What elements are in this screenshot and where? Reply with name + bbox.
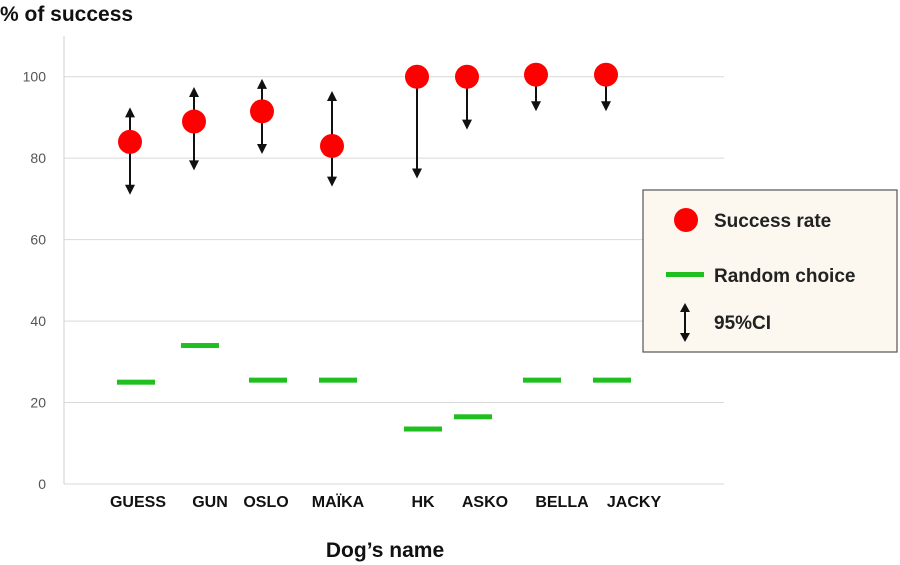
x-axis-title: Dog’s name — [326, 539, 444, 562]
legend-success-rate-label: Success rate — [714, 211, 831, 232]
y-axis-title: % of success — [0, 3, 133, 26]
random-choice-marker — [454, 414, 492, 420]
legend-ci-marker — [680, 303, 690, 342]
x-tick-label: GUN — [192, 494, 228, 511]
x-tick-label: MAÏKA — [312, 493, 365, 511]
random-choice-marker — [249, 377, 287, 383]
success-rate-point — [524, 62, 548, 87]
success-rate-point — [118, 129, 142, 154]
legend-random-choice-marker — [666, 272, 704, 277]
legend-ci-label: 95%CI — [714, 313, 771, 334]
y-tick-labels: 0 20 40 60 80 100 — [23, 69, 47, 492]
x-tick-label: OSLO — [243, 494, 288, 511]
success-rate-point — [405, 64, 429, 89]
y-tick-label: 80 — [30, 150, 46, 166]
confidence-interval-series — [125, 74, 611, 195]
grid-lines — [64, 76, 724, 485]
y-tick-label: 60 — [30, 232, 46, 248]
x-tick-label: JACKY — [607, 494, 662, 511]
random-choice-marker — [181, 343, 219, 349]
x-tick-label: HK — [411, 494, 435, 511]
x-tick-label: GUESS — [110, 494, 166, 511]
y-tick-label: 20 — [30, 395, 46, 411]
success-rate-point — [182, 109, 206, 134]
success-rate-point — [455, 64, 479, 89]
random-choice-marker — [404, 426, 442, 432]
x-tick-labels: GUESS GUN OSLO MAÏKA HK ASKO BELLA JACKY — [110, 493, 661, 511]
random-choice-marker — [593, 377, 631, 383]
y-tick-label: 0 — [38, 476, 46, 492]
ci-bar — [412, 76, 422, 179]
random-choice-marker — [117, 379, 155, 385]
y-tick-label: 40 — [30, 313, 46, 329]
success-rate-point — [320, 133, 344, 158]
random-choice-series — [117, 343, 631, 432]
random-choice-marker — [319, 377, 357, 383]
success-rate-point — [250, 99, 274, 124]
x-tick-label: ASKO — [462, 494, 508, 511]
y-tick-label: 100 — [23, 69, 47, 85]
x-tick-label: BELLA — [535, 494, 589, 511]
legend-success-rate-marker — [674, 208, 698, 232]
random-choice-marker — [523, 377, 561, 383]
success-rate-point — [594, 62, 618, 87]
legend-random-choice-label: Random choice — [714, 266, 855, 287]
legend: Success rate Random choice 95%CI — [642, 189, 898, 353]
success-rate-series — [118, 62, 618, 158]
